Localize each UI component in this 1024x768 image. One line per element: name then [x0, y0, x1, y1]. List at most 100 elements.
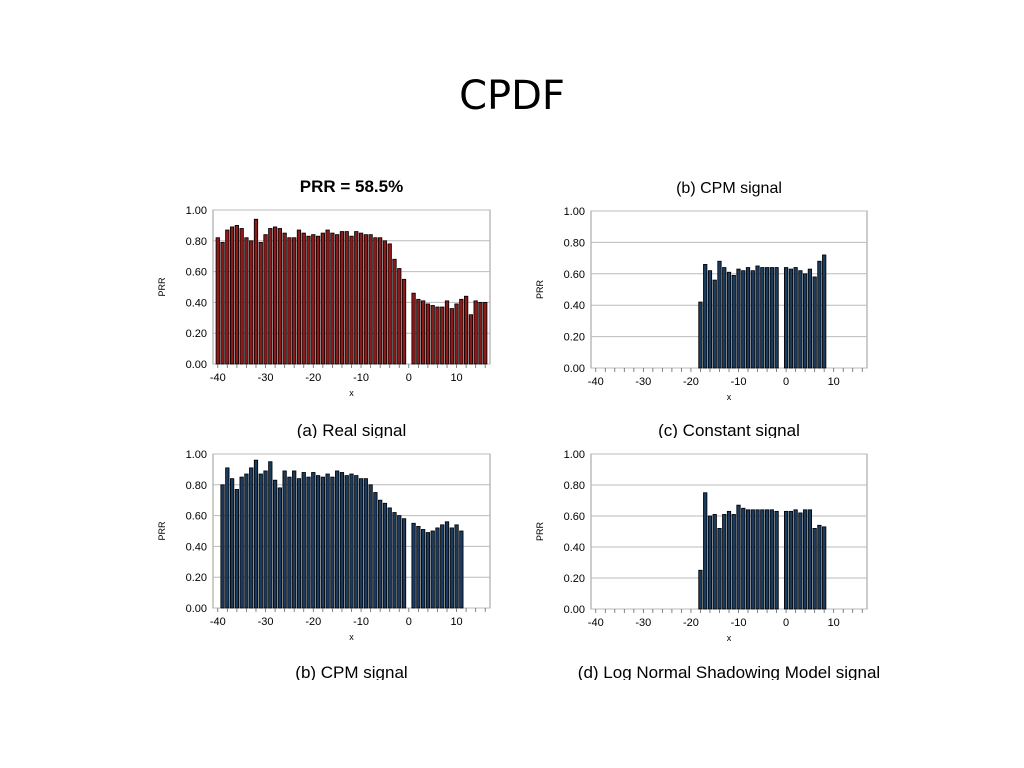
x-tick-label: 10: [828, 617, 840, 629]
bar: [311, 234, 316, 365]
bar: [459, 298, 464, 365]
bar: [287, 237, 292, 365]
x-tick-label: -20: [305, 372, 321, 384]
x-tick-label: 10: [450, 372, 462, 384]
bar: [793, 267, 798, 369]
bar: [296, 478, 302, 609]
bar: [287, 476, 292, 609]
y-tick-label: 0.20: [186, 328, 207, 340]
chart-caption: (c) Constant signal: [658, 421, 800, 438]
bar: [363, 478, 368, 609]
bar: [425, 532, 431, 609]
x-tick-label: 0: [783, 617, 789, 629]
bar: [817, 524, 822, 610]
bar: [822, 254, 827, 369]
bar: [803, 509, 808, 610]
y-axis-label: PRR: [157, 277, 167, 297]
bar: [464, 295, 469, 365]
bar: [803, 273, 808, 369]
y-tick-label: 0.00: [564, 363, 585, 375]
bar: [416, 525, 421, 609]
bar: [249, 240, 254, 365]
bar: [277, 487, 282, 609]
bar: [335, 470, 340, 609]
bar: [807, 509, 813, 610]
bar: [301, 232, 306, 365]
x-tick-label: 0: [406, 616, 412, 628]
chart-constant-signal: 0.00 0.20 0.40 0.60 0.80 1.00 -40 -30 -20 -10 0 10 x…: [535, 180, 868, 438]
x-tick-label: -20: [305, 616, 321, 628]
y-tick-label: 1.00: [186, 449, 207, 461]
bar: [330, 476, 335, 609]
bar: [272, 226, 278, 365]
bar: [430, 530, 435, 609]
y-tick-label: 0.40: [186, 541, 207, 553]
y-tick-label: 0.00: [186, 603, 207, 615]
bar: [473, 300, 478, 365]
bar: [454, 303, 459, 365]
y-tick-label: 0.40: [564, 300, 585, 312]
bar: [698, 301, 703, 369]
bar: [788, 510, 793, 610]
bar: [229, 478, 235, 609]
x-tick-label: -30: [258, 372, 274, 384]
y-tick-label: 0.40: [186, 297, 207, 309]
x-axis-label: x: [349, 632, 354, 642]
y-tick-label: 0.80: [186, 236, 207, 248]
bar: [764, 509, 770, 610]
bar: [401, 278, 407, 365]
bar: [253, 218, 259, 365]
bar: [750, 509, 755, 610]
bar: [421, 300, 426, 365]
bar: [769, 509, 774, 610]
x-tick-label: -30: [635, 617, 651, 629]
y-tick-label: 0.20: [564, 573, 585, 585]
bar: [392, 258, 397, 365]
bar: [755, 265, 760, 369]
bar: [807, 268, 813, 369]
bar: [444, 521, 450, 609]
x-tick-label: 0: [783, 376, 789, 388]
y-tick-label: 0.20: [186, 572, 207, 584]
bar: [358, 232, 364, 365]
bar: [444, 300, 450, 365]
bar: [272, 479, 278, 609]
bar: [363, 234, 368, 365]
bar: [239, 476, 244, 609]
bar: [712, 514, 717, 610]
bar: [220, 241, 225, 365]
bar: [325, 473, 330, 609]
bar: [306, 235, 311, 365]
bar: [292, 470, 297, 609]
bar: [817, 260, 822, 369]
bar: [712, 279, 717, 369]
bar: [397, 515, 402, 609]
bar: [435, 306, 440, 365]
y-tick-label: 0.00: [564, 604, 585, 616]
bar: [430, 305, 435, 365]
x-axis-label: x: [349, 388, 354, 398]
bar: [812, 528, 817, 610]
bar: [234, 225, 239, 365]
y-tick-label: 0.80: [186, 480, 207, 492]
x-tick-label: -40: [210, 616, 226, 628]
bar: [320, 476, 325, 609]
bar: [244, 237, 249, 365]
bar: [755, 509, 760, 610]
bar: [425, 303, 431, 365]
y-tick-label: 0.60: [564, 511, 585, 523]
bar: [229, 226, 235, 365]
bar: [387, 507, 392, 609]
x-axis-label: x: [727, 392, 732, 402]
bar: [258, 241, 263, 365]
bar: [253, 459, 259, 609]
bar: [335, 234, 340, 365]
bar: [440, 524, 445, 609]
bar: [741, 270, 746, 369]
y-tick-label: 0.60: [186, 267, 207, 279]
bar: [760, 267, 765, 369]
bar: [707, 270, 713, 369]
y-tick-label: 1.00: [564, 449, 585, 461]
bar: [320, 232, 325, 365]
y-tick-label: 0.80: [564, 480, 585, 492]
